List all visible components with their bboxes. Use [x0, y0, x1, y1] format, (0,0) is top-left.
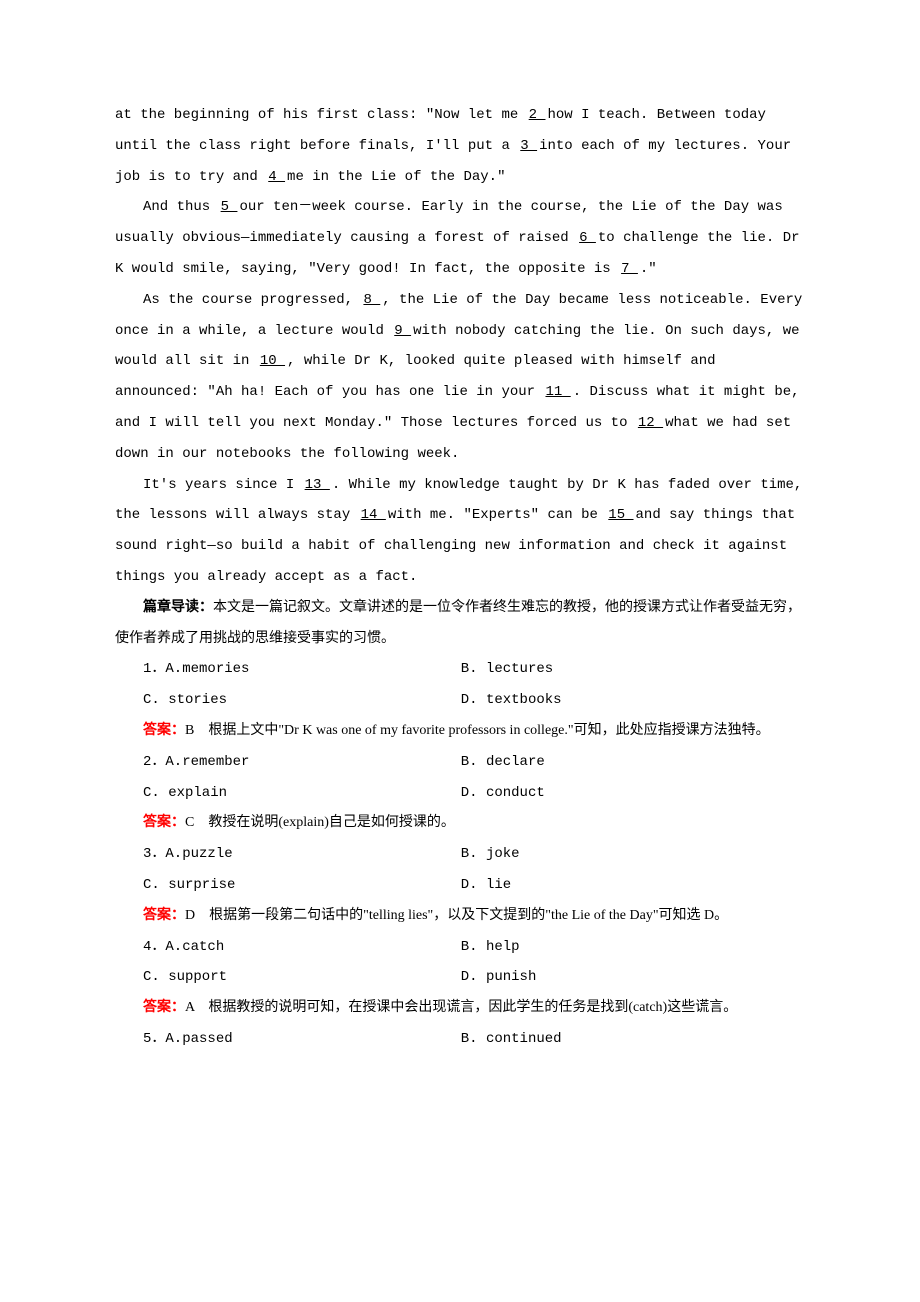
- passage-text: me in the Lie of the Day.": [287, 169, 505, 185]
- passage-text: .": [640, 261, 657, 277]
- option-1c: C. stories: [143, 685, 461, 716]
- option-3b: B. joke: [461, 839, 805, 870]
- answer-2: 答案：C 教授在说明(explain)自己是如何授课的。: [115, 808, 805, 839]
- answer-letter: C: [185, 815, 194, 830]
- question-1-row1: 1．A.memories B. lectures: [143, 654, 805, 685]
- question-5-row1: 5．A.passed B. continued: [143, 1024, 805, 1055]
- blank-8: 8: [361, 292, 382, 308]
- blank-5: 5: [219, 199, 240, 215]
- answer-1: 答案：B 根据上文中"Dr K was one of my favorite p…: [115, 716, 805, 747]
- passage-guide: 篇章导读：本文是一篇记叙文。文章讲述的是一位令作者终生难忘的教授，他的授课方式让…: [115, 593, 805, 655]
- question-4-row1: 4．A.catch B. help: [143, 932, 805, 963]
- option-4b: B. help: [461, 932, 805, 963]
- option-2c: C. explain: [143, 778, 461, 809]
- question-1-row2: C. stories D. textbooks: [143, 685, 805, 716]
- question-3-row2: C. surprise D. lie: [143, 870, 805, 901]
- option-1d: D. textbooks: [461, 685, 805, 716]
- answer-letter: B: [185, 723, 194, 738]
- answer-4: 答案：A 根据教授的说明可知，在授课中会出现谎言，因此学生的任务是找到(catc…: [115, 993, 805, 1024]
- guide-text: 本文是一篇记叙文。文章讲述的是一位令作者终生难忘的教授，他的授课方式让作者受益无…: [115, 600, 801, 646]
- answer-label: 答案：: [143, 908, 185, 923]
- blank-7: 7: [619, 261, 640, 277]
- blank-11: 11: [543, 384, 572, 400]
- option-3c: C. surprise: [143, 870, 461, 901]
- option-1b: B. lectures: [461, 654, 805, 685]
- answer-explanation: 根据上文中"Dr K was one of my favorite profes…: [194, 723, 769, 738]
- question-3-row1: 3．A.puzzle B. joke: [143, 839, 805, 870]
- option-3a: 3．A.puzzle: [143, 839, 461, 870]
- option-2a: 2．A.remember: [143, 747, 461, 778]
- passage-p2: And thus 5 our ten－week course. Early in…: [115, 192, 805, 284]
- passage-p4: It's years since I 13 . While my knowled…: [115, 470, 805, 593]
- passage-text: And thus: [143, 199, 219, 215]
- passage-text: with me. "Experts" can be: [388, 507, 606, 523]
- passage-p1: at the beginning of his first class: "No…: [115, 100, 805, 192]
- option-2d: D. conduct: [461, 778, 805, 809]
- passage-text: at the beginning of his first class: "No…: [115, 107, 527, 123]
- answer-explanation: 根据第一段第二句话中的"telling lies"，以及下文提到的"the Li…: [195, 908, 728, 923]
- blank-14: 14: [359, 507, 388, 523]
- answer-label: 答案：: [143, 815, 185, 830]
- document-content: at the beginning of his first class: "No…: [115, 100, 805, 1055]
- passage-text: As the course progressed,: [143, 292, 361, 308]
- answer-label: 答案：: [143, 1000, 185, 1015]
- answer-label: 答案：: [143, 723, 185, 738]
- blank-13: 13: [303, 477, 332, 493]
- blank-4: 4: [266, 169, 287, 185]
- blank-12: 12: [636, 415, 665, 431]
- blank-6: 6: [577, 230, 598, 246]
- option-1a: 1．A.memories: [143, 654, 461, 685]
- blank-2: 2: [527, 107, 548, 123]
- question-4-row2: C. support D. punish: [143, 962, 805, 993]
- question-2-row2: C. explain D. conduct: [143, 778, 805, 809]
- answer-letter: A: [185, 1000, 194, 1015]
- blank-9: 9: [392, 323, 413, 339]
- blank-15: 15: [606, 507, 635, 523]
- option-3d: D. lie: [461, 870, 805, 901]
- option-5b: B. continued: [461, 1024, 805, 1055]
- answer-explanation: 根据教授的说明可知，在授课中会出现谎言，因此学生的任务是找到(catch)这些谎…: [194, 1000, 737, 1015]
- option-4c: C. support: [143, 962, 461, 993]
- answer-3: 答案：D 根据第一段第二句话中的"telling lies"，以及下文提到的"t…: [115, 901, 805, 932]
- option-4d: D. punish: [461, 962, 805, 993]
- option-5a: 5．A.passed: [143, 1024, 461, 1055]
- passage-text: It's years since I: [143, 477, 303, 493]
- option-2b: B. declare: [461, 747, 805, 778]
- answer-explanation: 教授在说明(explain)自己是如何授课的。: [194, 815, 455, 830]
- blank-10: 10: [258, 353, 287, 369]
- option-4a: 4．A.catch: [143, 932, 461, 963]
- question-2-row1: 2．A.remember B. declare: [143, 747, 805, 778]
- blank-3: 3: [518, 138, 539, 154]
- passage-p3: As the course progressed, 8 , the Lie of…: [115, 285, 805, 470]
- answer-letter: D: [185, 908, 195, 923]
- guide-label: 篇章导读：: [143, 600, 213, 615]
